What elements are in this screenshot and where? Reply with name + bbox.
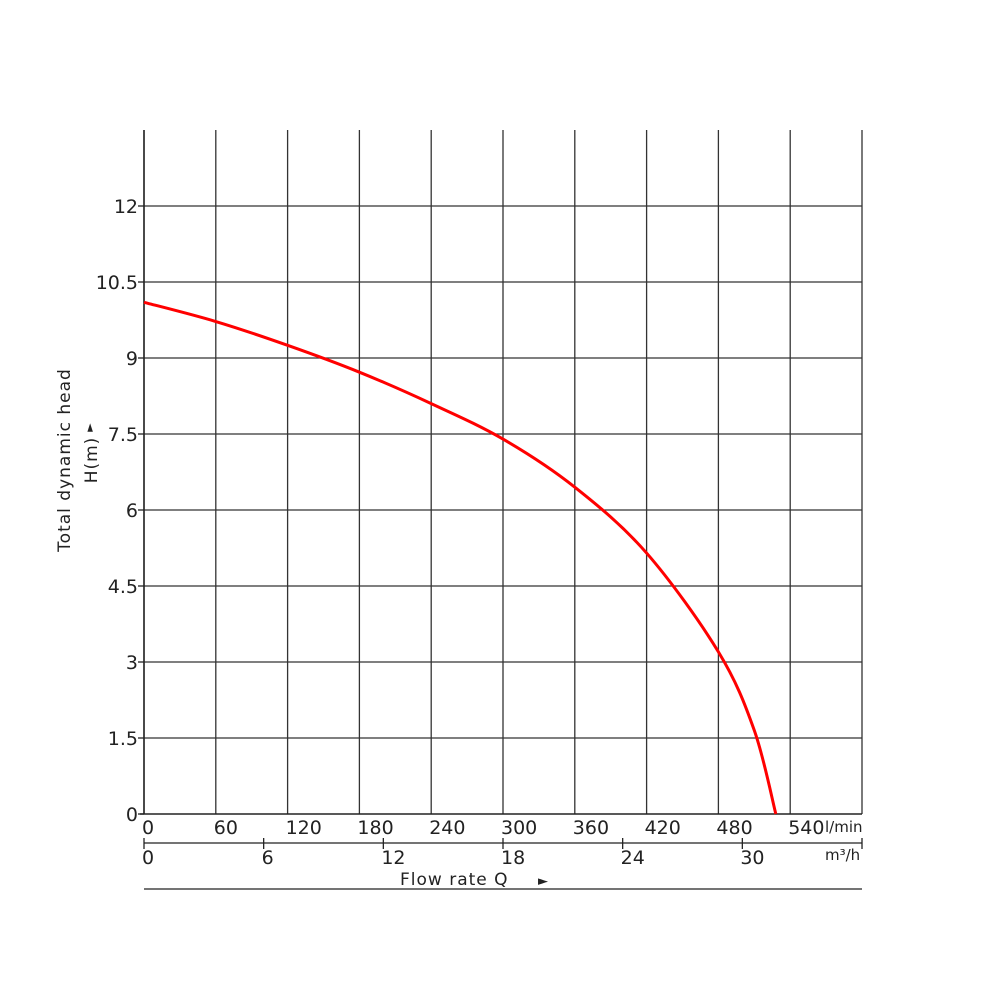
x-tick-label-m3h: 18	[501, 847, 525, 869]
x-tick-label-lmin: 360	[573, 817, 609, 839]
performance-curve	[143, 300, 778, 815]
x-unit-m3h: m³/h	[825, 846, 860, 864]
y-tick-label: 3	[126, 652, 138, 674]
x-tick-label-lmin: 0	[142, 817, 154, 839]
x-tick-label-lmin: 480	[716, 817, 752, 839]
x-axis-title: Flow rate Q	[400, 870, 509, 890]
x-tick-label-lmin: 240	[429, 817, 465, 839]
y-tick-label: 0	[126, 804, 138, 826]
x-tick-label-m3h: 6	[262, 847, 274, 869]
grid	[138, 130, 863, 890]
x-tick-label-lmin: 540	[788, 817, 824, 839]
x-tick-label-m3h: 12	[381, 847, 405, 869]
y-axis-title: Total dynamic head	[55, 368, 75, 553]
x-tick-label-lmin: 120	[286, 817, 322, 839]
y-tick-label: 6	[126, 500, 138, 522]
x-tick-label-lmin: 300	[501, 817, 537, 839]
y-tick-label: 1.5	[108, 728, 138, 750]
y-tick-label: 12	[114, 196, 138, 218]
x-tick-label-lmin: 420	[645, 817, 681, 839]
x-tick-label-m3h: 0	[142, 847, 154, 869]
y-axis-arrow: ►	[83, 422, 96, 431]
y-axis-unit: H(m)	[82, 437, 102, 484]
curve-layer	[143, 300, 778, 815]
y-tick-label: 9	[126, 348, 138, 370]
x-tick-label-lmin: 180	[357, 817, 393, 839]
y-tick-label: 10.5	[96, 272, 138, 294]
y-tick-labels: 0 1.5 3 4.5 6 7.5 9 10.5 12	[96, 196, 138, 826]
x-tick-label-lmin: 60	[214, 817, 238, 839]
x-tick-labels: 0 60 120 180 240 300 360 420 480 540 0 6 12 18 24 30	[142, 817, 824, 869]
x-axis-arrow: ►	[538, 874, 549, 889]
x-tick-label-m3h: 30	[740, 847, 764, 869]
y-tick-label: 7.5	[108, 424, 138, 446]
x-tick-label-m3h: 24	[621, 847, 645, 869]
x-unit-lmin: l/min	[825, 818, 863, 836]
y-tick-label: 4.5	[108, 576, 138, 598]
